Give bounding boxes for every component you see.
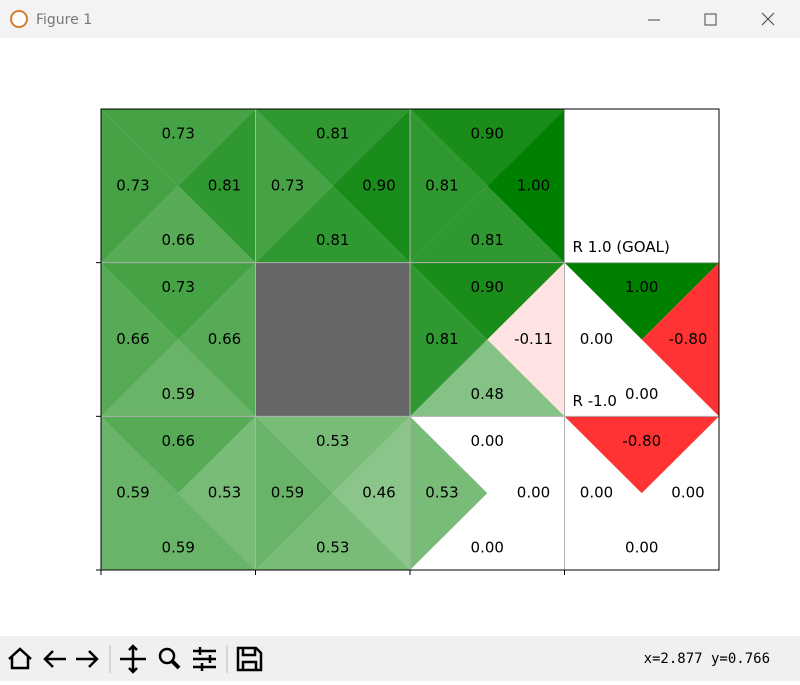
cursor-coords: x=2.877 y=0.766 (644, 651, 770, 667)
q-triangle (564, 416, 719, 494)
q-triangle (641, 262, 719, 417)
title-bar (0, 0, 800, 38)
q-value: 0.00 (471, 432, 504, 450)
q-triangle (101, 493, 256, 570)
q-value: 0.00 (580, 330, 613, 348)
q-triangle (101, 416, 179, 570)
q-value: 0.81 (316, 231, 349, 249)
q-triangle (487, 262, 565, 417)
home-button[interactable] (8, 647, 32, 670)
q-triangle (410, 339, 565, 417)
q-value: 0.73 (162, 125, 195, 143)
q-triangle (410, 109, 565, 186)
q-triangle (410, 262, 488, 417)
q-triangle (101, 416, 256, 494)
zoom-button[interactable] (158, 647, 181, 670)
q-value: -0.80 (669, 330, 708, 348)
reward-label: R 1.0 (GOAL) (573, 238, 670, 256)
back-button[interactable] (43, 650, 66, 668)
q-value: 0.66 (162, 231, 195, 249)
configure-button[interactable] (193, 647, 216, 671)
close-button[interactable] (761, 12, 775, 26)
q-value: 0.66 (208, 330, 241, 348)
q-value: 0.00 (580, 484, 613, 502)
window-title: Figure 1 (36, 12, 92, 28)
q-triangle (332, 109, 410, 263)
q-triangle (178, 109, 256, 263)
q-triangle (101, 262, 179, 417)
q-value: 0.81 (471, 231, 504, 249)
q-triangle (101, 185, 256, 263)
q-value: 0.53 (316, 432, 349, 450)
q-value: 0.59 (271, 484, 304, 502)
q-value: 0.00 (625, 385, 658, 403)
q-value: 0.59 (162, 539, 195, 557)
q-triangle (255, 493, 410, 570)
q-value: 0.00 (471, 539, 504, 557)
q-value: -0.80 (622, 432, 661, 450)
q-triangle (410, 109, 488, 263)
q-triangle (101, 339, 256, 417)
reward-label: R -1.0 (573, 392, 617, 410)
q-triangle (564, 262, 719, 340)
q-value: 0.53 (425, 484, 458, 502)
wall-cell (255, 262, 410, 417)
q-value: 0.90 (362, 176, 395, 194)
q-value: 0.59 (116, 484, 149, 502)
save-button[interactable] (236, 646, 263, 672)
q-value: 0.48 (471, 385, 504, 403)
q-triangle (332, 416, 410, 570)
forward-button[interactable] (76, 650, 99, 668)
q-value: 0.81 (208, 176, 241, 194)
q-value: 0.66 (116, 330, 149, 348)
q-value: 0.73 (116, 176, 149, 194)
q-triangle (410, 416, 488, 570)
q-value: 0.53 (316, 539, 349, 557)
app-icon (10, 10, 28, 28)
q-value: 0.90 (471, 278, 504, 296)
q-value: 0.53 (208, 484, 241, 502)
q-value: 0.00 (625, 539, 658, 557)
q-triangle (255, 416, 410, 494)
q-value: 1.00 (517, 176, 550, 194)
q-triangle (255, 109, 410, 186)
q-triangle (255, 109, 333, 263)
q-triangle (101, 262, 256, 340)
zoom-icon (170, 659, 181, 670)
plot: 0.73 0.73 0.81 0.66 0.81 0.73 0.90 0.81 0.90 0.81… (96, 108, 720, 575)
q-value: 0.00 (517, 484, 550, 502)
maximize-button[interactable] (704, 13, 717, 26)
q-value: 0.59 (162, 385, 195, 403)
q-value: 0.81 (425, 330, 458, 348)
q-value: 0.00 (671, 484, 704, 502)
q-triangle (255, 185, 410, 263)
q-triangle (255, 416, 333, 570)
q-value: 0.46 (362, 484, 395, 502)
q-triangle (410, 185, 565, 263)
q-triangle (101, 109, 179, 263)
q-value: 0.73 (271, 176, 304, 194)
pan-button[interactable] (120, 644, 146, 674)
q-triangle (178, 416, 256, 570)
q-value: -0.11 (514, 330, 553, 348)
q-value: 0.81 (425, 176, 458, 194)
q-value: 0.81 (316, 125, 349, 143)
q-value: 0.66 (162, 432, 195, 450)
q-value: 1.00 (625, 278, 658, 296)
zoom-icon (158, 647, 176, 665)
q-triangle (101, 109, 256, 186)
q-triangle (178, 262, 256, 417)
q-value: 0.73 (162, 278, 195, 296)
q-triangle (410, 262, 565, 340)
q-triangle (487, 109, 565, 263)
q-value: 0.90 (471, 125, 504, 143)
